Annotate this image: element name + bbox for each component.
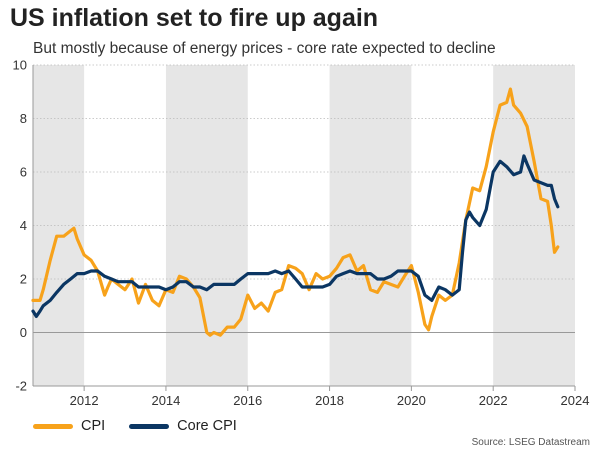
legend-label-cpi: CPI [81, 418, 106, 434]
legend: CPI Core CPI [33, 418, 237, 434]
legend-swatch-core-cpi [129, 423, 170, 429]
series-line-cpi [31, 87, 560, 337]
x-tick-label-2022: 2022 [479, 393, 508, 408]
y-tick-label-4: 4 [20, 218, 27, 233]
x-tick-label-2014: 2014 [151, 393, 180, 408]
shaded-band-1 [165, 65, 248, 386]
chart-subtitle: But mostly because of energy prices - co… [33, 40, 496, 57]
series-line-core-cpi [31, 154, 560, 318]
x-tick-label-2012: 2012 [70, 393, 99, 408]
y-tick-label-8: 8 [20, 111, 27, 126]
x-tick-label-2020: 2020 [397, 393, 426, 408]
y-tick-label-10: 10 [13, 58, 27, 73]
legend-item-core-cpi: Core CPI [129, 418, 237, 434]
legend-item-cpi: CPI [33, 418, 105, 434]
y-tick-label--2: -2 [15, 379, 27, 394]
legend-swatch-cpi [33, 423, 73, 429]
x-tick-label-2016: 2016 [233, 393, 262, 408]
legend-label-core-cpi: Core CPI [177, 418, 237, 434]
x-tick-label-2024: 2024 [561, 393, 590, 408]
y-tick-label-0: 0 [20, 325, 27, 340]
y-tick-label-2: 2 [20, 272, 27, 287]
y-tick-label-6: 6 [20, 165, 27, 180]
x-tick-label-2018: 2018 [315, 393, 344, 408]
chart-title: US inflation set to fire up again [10, 4, 379, 32]
source-note: Source: LSEG Datastream [471, 437, 590, 448]
